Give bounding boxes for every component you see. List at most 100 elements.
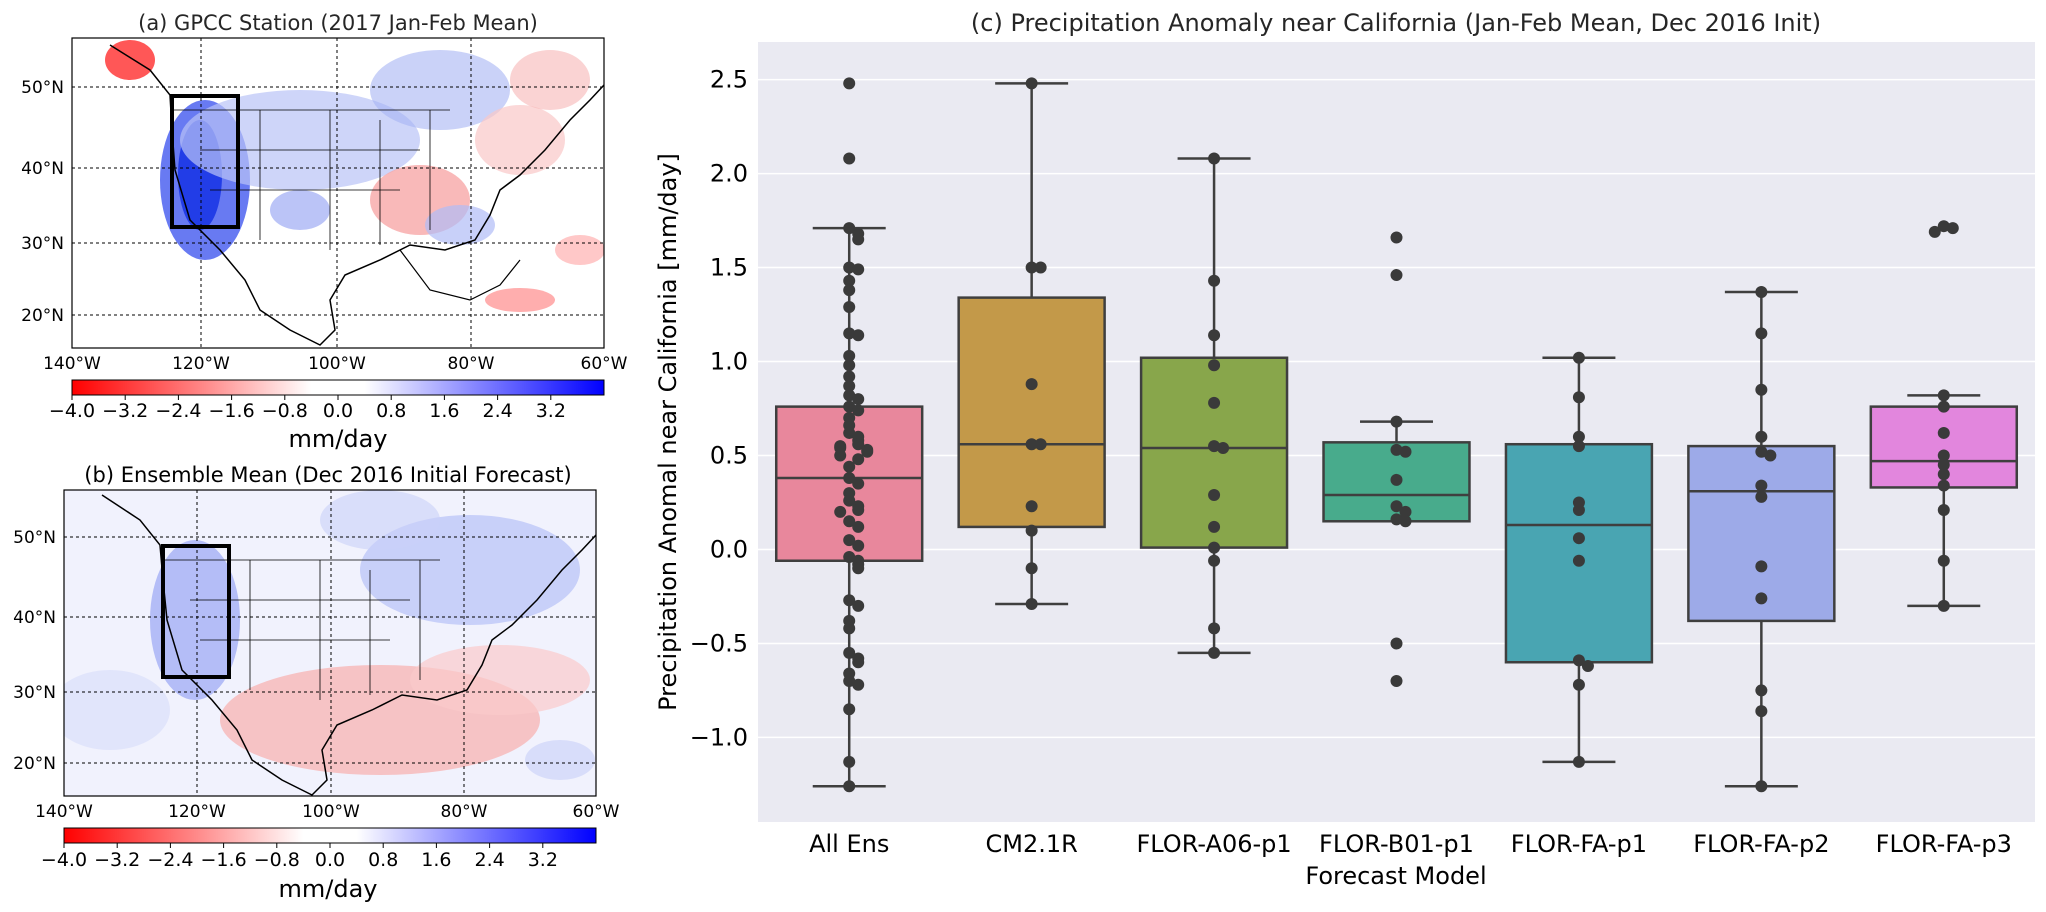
data-point	[852, 520, 865, 533]
colorbar-tick-label: 2.4	[482, 400, 512, 422]
data-point	[1034, 438, 1047, 451]
panel-a-lat-labels: 50°N 40°N 30°N 20°N	[21, 78, 64, 326]
box-flor-a06-p1	[1139, 152, 1289, 659]
data-point	[1399, 445, 1412, 458]
y-tick-label: 1.0	[710, 348, 748, 376]
data-point	[843, 550, 856, 563]
colorbar-tick-label: −2.4	[147, 849, 193, 871]
data-point	[1937, 458, 1950, 471]
panel-a-colorbar	[71, 379, 605, 396]
data-point	[1937, 468, 1950, 481]
data-point	[852, 263, 865, 276]
data-point	[1390, 443, 1403, 456]
data-point	[1025, 597, 1038, 610]
data-point	[843, 152, 856, 165]
data-point	[852, 599, 865, 612]
data-point	[1390, 500, 1403, 513]
data-point	[1755, 684, 1768, 697]
panel-a-region-box	[170, 94, 240, 229]
data-point	[843, 301, 856, 314]
box-flor-fa-p1	[1504, 351, 1654, 768]
data-point	[1208, 152, 1221, 165]
data-point	[852, 329, 865, 342]
data-point	[1581, 660, 1594, 672]
data-point	[1937, 449, 1950, 462]
x-tick-label: FLOR-FA-p1	[1511, 830, 1647, 858]
x-tick-label: FLOR-FA-p3	[1876, 830, 2012, 858]
data-point	[1937, 426, 1950, 439]
data-point	[1937, 400, 1950, 413]
panel-a-lon-labels: 140°W 120°W 100°W 80°W 60°W	[43, 354, 628, 374]
data-point	[1208, 554, 1221, 567]
data-point	[1025, 524, 1038, 537]
data-point	[843, 534, 856, 547]
y-axis-label: Precipitation Anomal near California [mm…	[654, 153, 682, 711]
data-point	[852, 393, 865, 406]
data-point	[1755, 383, 1768, 396]
panel-b-colorbar-unit: mm/day	[279, 875, 378, 903]
x-tick-label: CM2.1R	[985, 830, 1077, 858]
box-flor-fa-p3	[1869, 220, 2019, 612]
panel-b-map: (b) Ensemble Mean (Dec 2016 Initial Fore…	[13, 463, 620, 903]
box-cm2-1r	[957, 77, 1106, 610]
lon-label: 100°W	[302, 802, 360, 822]
lon-label: 140°W	[35, 802, 93, 822]
y-tick-label: −1.0	[690, 723, 748, 751]
colorbar-tick-label: 2.4	[474, 849, 504, 871]
colorbar-tick-label: 0.8	[376, 400, 406, 422]
data-point	[1764, 449, 1777, 462]
data-point	[852, 562, 865, 575]
colorbar-tick-label: 0.8	[368, 849, 398, 871]
data-point	[843, 675, 856, 688]
chart-title: (c) Precipitation Anomaly near Californi…	[971, 9, 1821, 37]
data-point	[1208, 520, 1221, 533]
data-point	[1390, 675, 1403, 688]
data-point	[1755, 479, 1768, 492]
box-iqr	[1687, 444, 1836, 623]
data-point	[1755, 285, 1768, 298]
data-point	[852, 477, 865, 490]
x-axis-label: Forecast Model	[1305, 862, 1486, 890]
data-point	[1390, 513, 1403, 526]
data-point	[1390, 473, 1403, 486]
panel-a-title: (a) GPCC Station (2017 Jan-Feb Mean)	[138, 11, 538, 35]
data-point	[1208, 622, 1221, 635]
data-point	[843, 622, 856, 635]
data-point	[1937, 479, 1950, 492]
data-point	[1025, 77, 1038, 90]
data-point	[1390, 269, 1403, 282]
data-point	[1572, 430, 1585, 443]
data-point	[1572, 678, 1585, 691]
x-tick-labels: All Ens CM2.1R FLOR-A06-p1 FLOR-B01-p1 FLOR-…	[809, 830, 2012, 858]
colorbar-tick-label: 3.2	[536, 400, 566, 422]
lat-label: 50°N	[21, 78, 64, 98]
panel-a-map: (a) GPCC Station (2017 Jan-Feb Mean)	[21, 11, 628, 453]
data-point	[1034, 261, 1047, 274]
data-point	[843, 703, 856, 716]
colorbar-tick-label: 0.0	[323, 400, 353, 422]
x-tick-label: All Ens	[809, 830, 889, 858]
data-point	[1755, 490, 1768, 503]
x-tick-label: FLOR-A06-p1	[1136, 830, 1291, 858]
data-point	[843, 400, 856, 413]
data-point	[843, 646, 856, 659]
colorbar-tick-label: −3.2	[102, 400, 148, 422]
data-point	[834, 505, 847, 518]
data-point	[1755, 780, 1768, 793]
lon-label: 120°W	[168, 802, 226, 822]
lat-label: 40°N	[13, 608, 56, 628]
data-point	[1025, 438, 1038, 451]
box-iqr	[1504, 442, 1654, 664]
data-point	[1572, 654, 1585, 667]
data-point	[1208, 488, 1221, 501]
data-point	[1208, 541, 1221, 554]
box-flor-fa-p2	[1687, 285, 1836, 793]
data-point	[1390, 231, 1403, 244]
data-point	[843, 370, 856, 383]
y-tick-labels: −1.0 −0.5 0.0 0.5 1.0 1.5 2.0 2.5	[690, 66, 748, 752]
panel-b-lat-labels: 50°N 40°N 30°N 20°N	[13, 528, 56, 774]
data-point	[1755, 327, 1768, 340]
data-point	[843, 594, 856, 607]
box-iqr	[957, 296, 1106, 529]
data-point	[843, 349, 856, 362]
